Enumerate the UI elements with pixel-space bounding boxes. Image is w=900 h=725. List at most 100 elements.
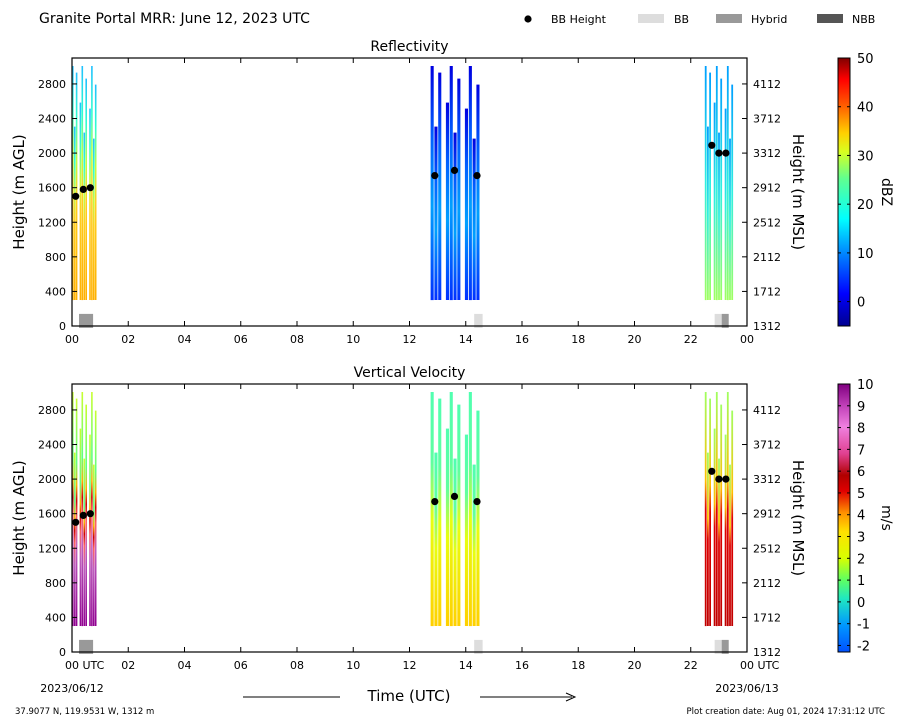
- bb-height-point: [708, 141, 716, 149]
- figure-title: Granite Portal MRR: June 12, 2023 UTC: [39, 11, 310, 27]
- time-arrow-head: [565, 692, 577, 702]
- y-tick-label: 1600: [38, 182, 66, 195]
- y-tick-label-right: 1312: [753, 646, 781, 659]
- x-tick-label: 02: [121, 659, 135, 672]
- y-tick-label-right: 2912: [753, 182, 781, 195]
- colorbar-label: dBZ: [878, 178, 894, 206]
- y-axis-label-right: Height (m MSL): [789, 134, 807, 250]
- y-tick-label: 0: [59, 320, 66, 333]
- end-date-label: 2023/06/13: [715, 682, 778, 695]
- x-tick-label: 18: [571, 659, 585, 672]
- bb-height-point: [72, 518, 80, 526]
- bb-height-point: [708, 467, 716, 475]
- x-tick-label: 20: [628, 659, 642, 672]
- colorbar-tick-label: -2: [857, 639, 870, 654]
- bb-class-bar: [714, 639, 722, 654]
- bb-class-bar: [474, 639, 483, 654]
- colorbar-tick-label: 10: [857, 378, 874, 393]
- legend-label-hybrid: Hybrid: [751, 13, 787, 26]
- x-axis-label: Time (UTC): [367, 687, 451, 705]
- legend-swatch-hybrid: [716, 14, 742, 23]
- colorbar-tick-label: 50: [857, 52, 874, 67]
- colorbar-tick-label: 7: [857, 443, 865, 458]
- colorbar-tick-label: 3: [857, 531, 865, 546]
- plot-frame-vel: [71, 383, 748, 653]
- x-tick-label: 00 UTC: [740, 659, 780, 672]
- y-tick-label: 400: [45, 611, 66, 624]
- x-tick-label: 04: [178, 659, 192, 672]
- y-tick-label-right: 2512: [753, 542, 781, 555]
- bb-height-point: [431, 172, 439, 180]
- x-tick-label: 16: [515, 333, 529, 346]
- y-tick-label: 2800: [38, 78, 66, 91]
- y-tick-label: 800: [45, 251, 66, 264]
- bb-class-bar: [79, 313, 94, 328]
- bb-height-point: [72, 192, 80, 200]
- plot-frame-refl: [71, 57, 748, 327]
- x-tick-label: 06: [234, 659, 248, 672]
- colorbar-tick-label: 1: [857, 574, 865, 589]
- data-region-refl-0: [72, 66, 97, 301]
- y-tick-label: 800: [45, 577, 66, 590]
- bb-height-point: [86, 510, 94, 518]
- x-tick-label: 12: [403, 659, 417, 672]
- bb-height-point: [79, 511, 87, 519]
- colorbar-tick-label: 5: [857, 487, 865, 502]
- bb-height-point: [431, 498, 439, 506]
- x-tick-label: 20: [628, 333, 642, 346]
- y-tick-label: 1200: [38, 542, 66, 555]
- data-region-vel-2: [704, 392, 734, 627]
- y-tick-label: 2400: [38, 439, 66, 452]
- colorbar-tick-label: 20: [857, 198, 874, 213]
- colorbar-tick-label: 40: [857, 101, 874, 116]
- data-region-refl-2: [704, 66, 734, 301]
- bb-class-bar: [714, 313, 722, 328]
- x-tick-label: 22: [684, 659, 698, 672]
- y-tick-label-right: 1712: [753, 285, 781, 298]
- y-tick-label-right: 3712: [753, 439, 781, 452]
- y-tick-label-right: 1312: [753, 320, 781, 333]
- bb-height-point: [473, 172, 481, 180]
- start-date-label: 2023/06/12: [40, 682, 103, 695]
- x-tick-label: 04: [178, 333, 192, 346]
- x-tick-label: 00 UTC: [65, 659, 105, 672]
- colorbar-tick-label: 10: [857, 247, 874, 262]
- legend-swatch-nbb: [817, 14, 843, 23]
- data-region-vel-1: [430, 392, 480, 627]
- x-tick-label: 22: [684, 333, 698, 346]
- x-tick-label: 00: [740, 333, 754, 346]
- x-tick-label: 06: [234, 333, 248, 346]
- y-tick-label-right: 1712: [753, 611, 781, 624]
- y-tick-label: 2000: [38, 473, 66, 486]
- y-tick-label: 2400: [38, 113, 66, 126]
- data-region-refl-1: [430, 66, 480, 301]
- plot-creation-date: Plot creation date: Aug 01, 2024 17:31:1…: [687, 707, 886, 717]
- colorbar-tick-label: 9: [857, 400, 865, 415]
- bb-height-point: [722, 149, 730, 157]
- colorbar-tick-label: 6: [857, 465, 865, 480]
- y-tick-label: 2800: [38, 404, 66, 417]
- colorbar-tick-label: 8: [857, 422, 865, 437]
- bb-height-point: [450, 492, 459, 500]
- bb-height-point: [722, 475, 730, 483]
- x-tick-label: 10: [346, 659, 360, 672]
- y-tick-label-right: 3312: [753, 147, 781, 160]
- legend-label-nbb: NBB: [852, 13, 875, 26]
- x-tick-label: 02: [121, 333, 135, 346]
- y-tick-label-right: 2112: [753, 577, 781, 590]
- x-tick-label: 14: [459, 333, 473, 346]
- y-tick-label-right: 2912: [753, 508, 781, 521]
- y-tick-label-right: 3312: [753, 473, 781, 486]
- y-tick-label: 2000: [38, 147, 66, 160]
- bb-height-point: [715, 149, 723, 157]
- y-tick-label-right: 2112: [753, 251, 781, 264]
- bb-height-point: [79, 185, 87, 193]
- colorbar-tick-label: 0: [857, 596, 865, 611]
- panel-title-vel: Vertical Velocity: [354, 365, 466, 381]
- bb-height-point: [715, 475, 723, 483]
- colorbar-label: m/s: [878, 505, 894, 531]
- bb-height-point: [450, 166, 459, 174]
- bb-class-bar: [721, 639, 729, 654]
- panel-title-refl: Reflectivity: [370, 39, 448, 55]
- colorbar-refl: [837, 57, 851, 327]
